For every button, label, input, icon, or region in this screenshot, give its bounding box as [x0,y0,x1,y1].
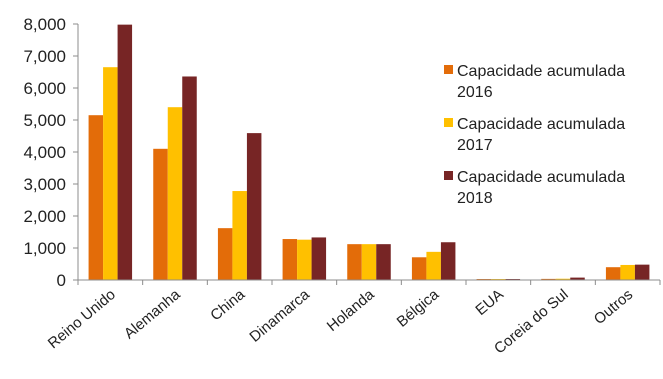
bar-alemanha-series-2 [167,107,183,280]
y-tick-label: 4,000 [23,143,66,162]
bar-b-lgica-series-2 [426,251,441,280]
y-tick-label: 7,000 [23,47,66,66]
bar-coreia-do-sul-series-1 [541,278,556,280]
legend-swatch-1 [444,65,453,74]
bar-china-series-2 [232,191,247,280]
bar-china-series-1 [217,228,233,280]
bar-reino-unido-series-1 [88,115,104,280]
y-tick-label: 3,000 [23,175,66,194]
bar-coreia-do-sul-series-3 [570,277,585,280]
x-category-label: Bélgica [394,286,443,331]
x-category-label: Alemanha [121,286,184,343]
x-category-label: China [207,286,248,325]
bar-alemanha-series-3 [182,76,197,280]
y-tick-label: 0 [57,271,66,290]
bar-coreia-do-sul-series-2 [555,278,571,280]
bar-alemanha-series-1 [153,148,168,280]
bar-outros-series-1 [605,267,621,280]
y-tick-label: 2,000 [23,207,66,226]
bar-holanda-series-1 [347,244,362,280]
y-tick-label: 1,000 [23,239,66,258]
bar-b-lgica-series-1 [411,257,427,280]
x-category-label: Holanda [324,286,378,335]
bar-holanda-series-2 [361,244,377,280]
legend-label-1: Capacidade acumulada 2016 [457,63,625,101]
bar-dinamarca-series-2 [297,239,312,280]
x-category-label: Reino Unido [45,286,119,352]
bar-dinamarca-series-1 [282,239,298,280]
bar-reino-unido-series-2 [103,67,118,280]
bar-holanda-series-3 [376,244,391,280]
bar-china-series-3 [246,133,262,280]
y-tick-label: 6,000 [23,79,66,98]
x-category-label: EUA [472,286,507,319]
legend-swatch-3 [444,171,453,180]
bar-b-lgica-series-3 [440,242,456,280]
bar-outros-series-3 [634,264,650,280]
bar-reino-unido-series-3 [117,24,133,280]
legend-label-2: Capacidade acumulada 2017 [457,116,625,154]
y-tick-label: 5,000 [23,111,66,130]
legend-label-3: Capacidade acumulada 2018 [457,169,625,207]
bar-dinamarca-series-3 [311,237,327,280]
legend-swatch-2 [444,118,453,127]
x-category-label: Dinamarca [246,286,313,346]
legend: Capacidade acumulada 2016 Capacidade acumu… [444,63,625,207]
bar-outros-series-2 [620,264,635,280]
x-category-label: Outros [591,286,636,328]
bars-layer [88,24,650,280]
y-tick-label: 8,000 [23,15,66,34]
